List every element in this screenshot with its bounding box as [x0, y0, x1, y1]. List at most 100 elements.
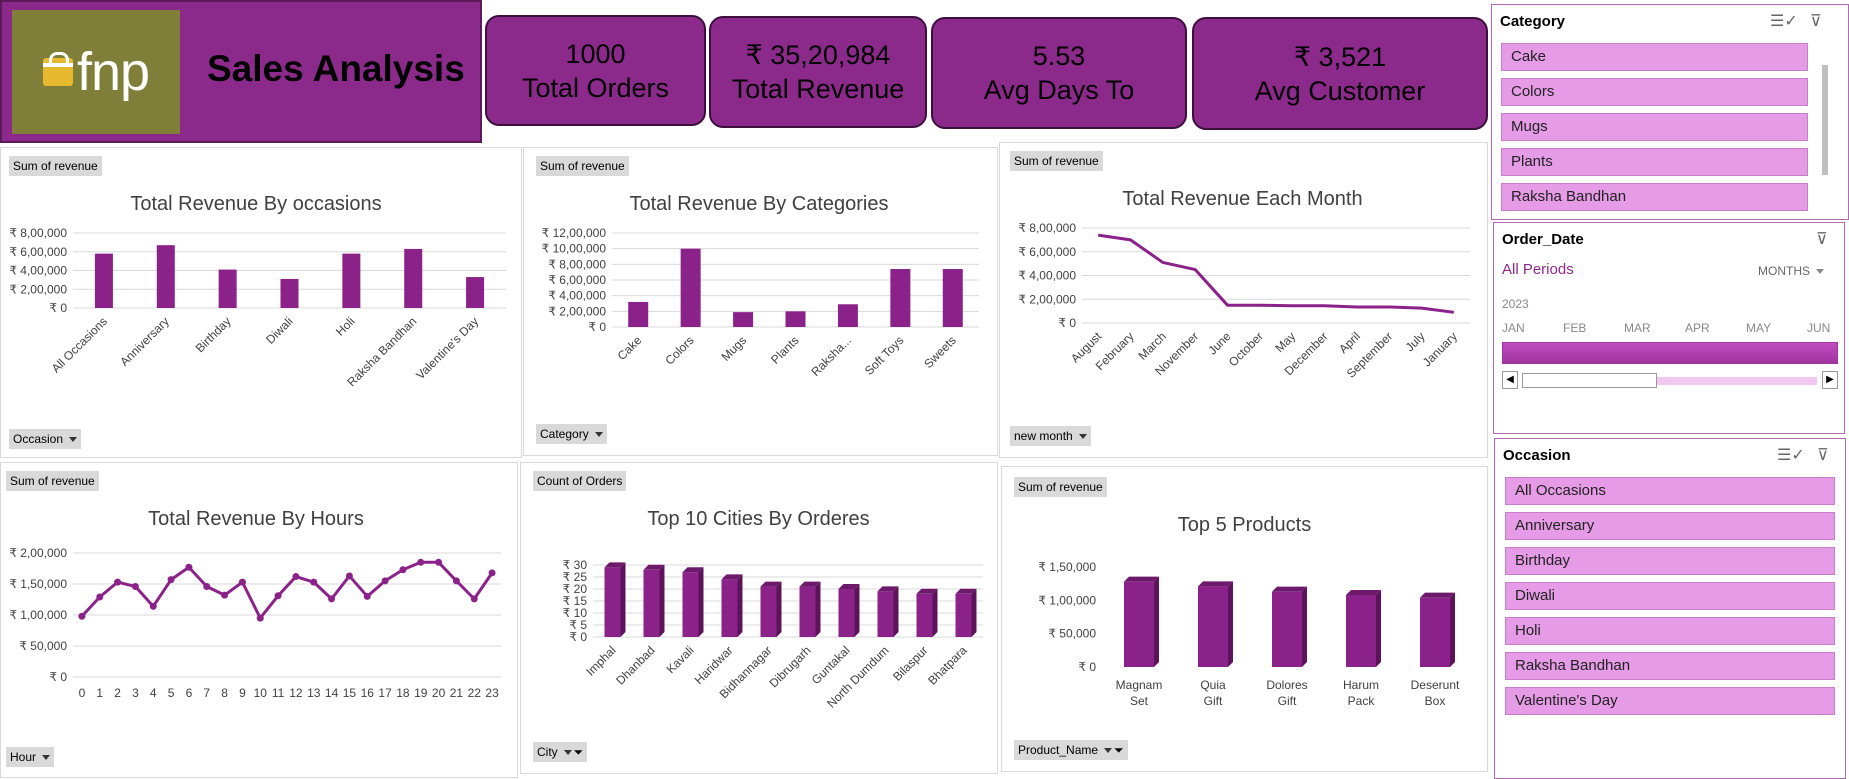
page-title: Sales Analysis: [207, 48, 465, 89]
timeline-scrollbar[interactable]: ◀ ▶: [1502, 371, 1838, 389]
scrollbar[interactable]: [1822, 65, 1828, 175]
y-tick-label: ₹ 4,00,000: [1018, 269, 1076, 283]
slicer-item[interactable]: Anniversary: [1505, 512, 1835, 540]
slicer-item[interactable]: Cake: [1501, 43, 1808, 71]
y-tick-label: ₹ 20: [563, 582, 588, 596]
x-tick-label: 12: [289, 686, 303, 700]
y-tick-label: ₹ 8,00,000: [9, 226, 67, 240]
chart-title: Total Revenue By occasions: [130, 193, 382, 215]
bar: [721, 579, 738, 637]
bar-side: [698, 567, 704, 637]
bar: [1124, 581, 1154, 667]
x-tick-label: All Occasions: [49, 314, 110, 375]
occasion-filter-button[interactable]: Occasion: [9, 429, 82, 449]
series-line: [1097, 233, 1455, 314]
y-tick-label: ₹ 0: [588, 320, 606, 334]
category-slicer: Category ☰✓ ⊽ Cake Colors Mugs Plants Raksha…: [1491, 4, 1849, 220]
y-tick-label: ₹ 0: [49, 301, 67, 315]
x-tick-label: Holi: [333, 314, 358, 339]
field-button[interactable]: Sum of revenue: [6, 471, 99, 491]
categories-bar-chart: ₹ 0 ₹ 2,00,000₹ 4,00,000 ₹ 6,00,000 ₹ 8,00,…: [542, 226, 979, 379]
bar: [156, 245, 175, 308]
x-tick-label: 1: [96, 686, 103, 700]
occasion-slicer: Occasion ☰✓ ⊽ All Occasions Anniversary Bi…: [1494, 438, 1846, 779]
y-tick-label: ₹ 50,000: [1048, 627, 1096, 641]
x-tick-label: June: [1205, 329, 1234, 358]
slicer-item[interactable]: Birthday: [1505, 547, 1835, 575]
gift-icon: [42, 52, 73, 86]
y-tick-label: ₹ 1,00,000: [9, 608, 67, 622]
kpi-total-revenue: ₹ 35,20,984 Total Revenue: [709, 16, 927, 128]
slicer-item[interactable]: Raksha Bandhan: [1505, 652, 1835, 680]
y-tick-label: ₹ 10,00,000: [542, 242, 607, 256]
y-tick-label: ₹ 25: [563, 570, 588, 584]
multi-select-icon[interactable]: ☰✓: [1770, 13, 1798, 30]
filter-label: Occasion: [13, 432, 64, 446]
data-point: [114, 578, 122, 586]
slicer-item[interactable]: Raksha Bandhan: [1501, 183, 1808, 211]
data-point: [363, 592, 371, 600]
chart-panel-products: Sum of revenue Top 5 Products ₹ 0 ₹ 50,00…: [1001, 466, 1488, 772]
field-button[interactable]: Sum of revenue: [9, 156, 102, 176]
multi-select-icon[interactable]: ☰✓: [1777, 447, 1805, 464]
bar-top: [721, 574, 743, 580]
kpi-value: 1000: [565, 38, 626, 69]
field-button[interactable]: Sum of revenue: [1014, 477, 1107, 497]
x-tick-label: Dolores Gift: [1266, 678, 1307, 708]
scroll-right-icon[interactable]: ▶: [1822, 371, 1838, 389]
kpi-avg-customer: ₹ 3,521 Avg Customer: [1192, 17, 1488, 130]
scroll-thumb[interactable]: [1522, 373, 1657, 388]
slicer-item[interactable]: Holi: [1505, 617, 1835, 645]
clear-filter-icon[interactable]: ⊽: [1817, 447, 1829, 464]
filter-funnel-icon: ⏷: [1114, 743, 1124, 757]
chart-panel-occasions: Sum of revenue Total Revenue By occasion…: [0, 147, 522, 458]
time-level-select[interactable]: MONTHS: [1758, 264, 1824, 278]
field-button[interactable]: Sum of revenue: [1010, 151, 1103, 171]
timeline-month-label[interactable]: JAN: [1502, 321, 1525, 335]
timeline-month-label[interactable]: JUN: [1807, 321, 1831, 335]
bar: [1198, 586, 1228, 667]
category-filter-button[interactable]: Category: [536, 424, 607, 444]
order-date-timeline: Order_Date ⊽ All Periods MONTHS 2023 JAN…: [1493, 222, 1845, 434]
timeline-month-label[interactable]: MAR: [1624, 321, 1651, 335]
slicer-item[interactable]: Plants: [1501, 148, 1808, 176]
x-tick-label: 3: [132, 686, 139, 700]
clear-filter-icon[interactable]: ⊽: [1810, 13, 1822, 30]
x-tick-label: 9: [239, 686, 246, 700]
hour-filter-button[interactable]: Hour: [6, 747, 55, 767]
y-tick-label: ₹ 2,00,000: [548, 304, 606, 318]
bar-top: [1346, 590, 1381, 595]
x-tick-label: Sweets: [921, 333, 959, 371]
product-filter-button[interactable]: Product_Name ⏷: [1014, 740, 1128, 760]
kpi-label: Total Revenue: [731, 74, 905, 104]
city-filter-button[interactable]: City ⏷: [533, 742, 588, 762]
timeline-bar[interactable]: [1502, 342, 1838, 364]
x-tick-label: 14: [325, 686, 339, 700]
timeline-month-label[interactable]: APR: [1685, 321, 1710, 335]
clear-filter-icon[interactable]: ⊽: [1816, 231, 1828, 248]
x-tick-label: Dhanbad: [613, 643, 657, 687]
bar-side: [1302, 586, 1307, 667]
slicer-item[interactable]: Mugs: [1501, 113, 1808, 141]
kpi-value: ₹ 3,521: [1293, 41, 1387, 72]
kpi-avg-days: 5.53 Avg Days To: [931, 17, 1187, 129]
y-tick-label: ₹ 8,00,000: [548, 257, 606, 271]
dropdown-arrow-icon: [594, 432, 603, 438]
slicer-item[interactable]: Diwali: [1505, 582, 1835, 610]
slicer-item[interactable]: All Occasions: [1505, 477, 1835, 505]
bar: [342, 253, 361, 308]
field-button[interactable]: Sum of revenue: [536, 156, 629, 176]
slicer-item[interactable]: Colors: [1501, 78, 1808, 106]
y-tick-label: ₹ 15: [563, 594, 588, 608]
timeline-month-label[interactable]: MAY: [1746, 321, 1772, 335]
month-filter-button[interactable]: new month: [1010, 426, 1091, 446]
x-tick-label: Dibrugarh: [766, 643, 813, 690]
slicer-item[interactable]: Valentine's Day: [1505, 687, 1835, 715]
scroll-left-icon[interactable]: ◀: [1502, 371, 1518, 389]
field-button[interactable]: Count of Orders: [533, 471, 627, 491]
bar: [1420, 597, 1450, 667]
y-tick-label: ₹ 0: [1078, 660, 1096, 674]
timeline-month-label[interactable]: FEB: [1563, 321, 1587, 335]
products-bar-chart: ₹ 0 ₹ 50,000 ₹ 1,00,000 ₹ 1,50,000 Magnam Set…: [1038, 560, 1460, 708]
dropdown-arrow-icon: [69, 437, 78, 443]
